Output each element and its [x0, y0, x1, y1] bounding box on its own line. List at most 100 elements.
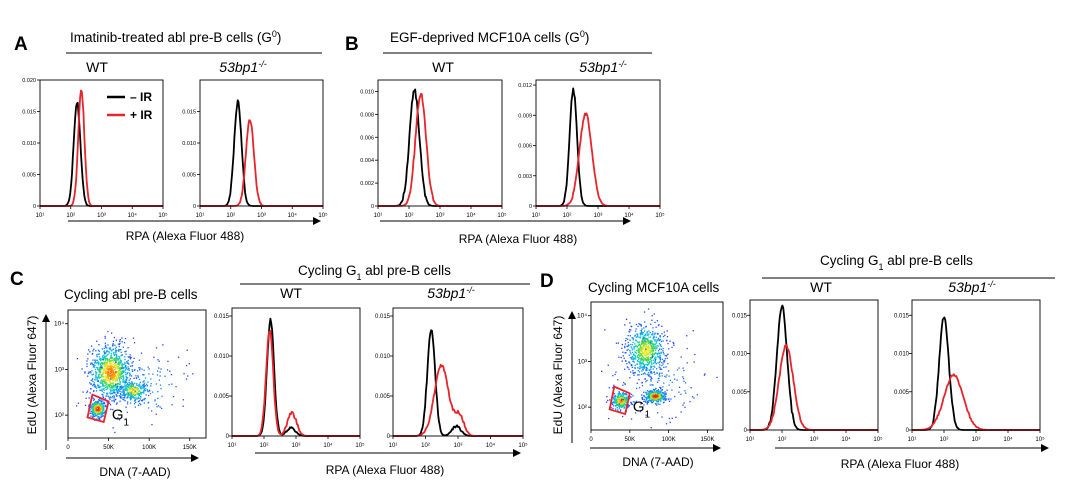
scatter-point [632, 395, 634, 397]
legend-label-minus-ir: – IR [130, 90, 152, 104]
scatter-point [653, 362, 655, 364]
scatter-point [103, 369, 105, 372]
scatter-point [659, 361, 661, 363]
scatter-point [137, 404, 140, 406]
scatter-point [640, 346, 642, 348]
scatter-point [621, 397, 623, 399]
scatter-point [91, 412, 93, 414]
scatter-point [644, 334, 647, 336]
scatter-point [126, 397, 128, 399]
scatter-point [614, 373, 616, 376]
scatter-point [112, 343, 114, 345]
scatter-point [638, 344, 640, 347]
scatter-point [112, 345, 114, 347]
scatter-point [631, 344, 634, 346]
scatter-point [99, 412, 101, 414]
scatter-point [662, 395, 664, 397]
scatter-point [666, 357, 668, 359]
scatter-point [642, 336, 644, 338]
scatter-point [639, 336, 642, 338]
scatter-point [658, 352, 660, 354]
scatter-point [109, 347, 112, 349]
scatter-point [657, 393, 659, 395]
scatter-point [658, 396, 661, 398]
scatter-point [652, 368, 654, 370]
scatter-point [645, 350, 647, 353]
scatter-point [651, 342, 653, 344]
scatter-point [615, 399, 617, 402]
scatter-point [644, 378, 646, 380]
scatter-point [625, 401, 628, 403]
scatter-point [103, 408, 105, 410]
scatter-point [656, 404, 658, 406]
scatter-point [651, 395, 653, 397]
scatter-point [96, 412, 99, 414]
scatter-point [646, 396, 648, 398]
scatter-point [109, 374, 111, 376]
scatter-point [99, 381, 101, 383]
scatter-point [139, 383, 141, 385]
scatter-point [121, 337, 123, 339]
scatter-point [135, 388, 138, 390]
scatter-point [102, 362, 105, 364]
scatter-point [124, 363, 126, 365]
y-tick-label: 0.015 [732, 313, 748, 319]
scatter-point [653, 365, 655, 367]
scatter-point [666, 336, 669, 338]
scatter-point [131, 392, 134, 395]
scatter-point [647, 372, 650, 374]
scatter-point [127, 395, 129, 398]
scatter-point [627, 341, 629, 344]
scatter-point [658, 339, 660, 341]
scatter-point [131, 387, 133, 389]
scatter-point [120, 395, 122, 398]
y-tick-label: 0.010 [22, 141, 36, 147]
scatter-point [103, 380, 105, 382]
scatter-point [96, 359, 98, 361]
scatter-point [94, 407, 96, 409]
scatter-point [125, 393, 127, 395]
scatter-point [633, 353, 635, 355]
scatter-point [642, 347, 644, 349]
scatter-point [145, 394, 147, 396]
scatter-point [621, 403, 623, 405]
scatter-point [643, 311, 646, 313]
scatter-point [115, 388, 118, 391]
scatter-point [91, 406, 93, 408]
scatter-point [629, 357, 632, 359]
scatter-point [144, 382, 146, 384]
y-tick-label: 0.015 [894, 313, 910, 319]
scatter-point [103, 362, 105, 364]
scatter-point [655, 393, 657, 395]
scatter-point [118, 387, 121, 389]
scatter-point [131, 365, 134, 367]
scatter-point [128, 356, 130, 358]
scatter-point [648, 395, 650, 397]
scatter-point [94, 362, 96, 364]
scatter-point [118, 367, 120, 370]
scatter-point [82, 391, 84, 393]
x-tick-label: 10⁴ [624, 212, 634, 219]
scatter-point [674, 378, 676, 380]
scatter-point [654, 359, 656, 361]
scatter-point [647, 396, 649, 399]
scatter-point [124, 351, 126, 353]
scatter-point [647, 375, 650, 377]
scatter-point [640, 324, 642, 326]
scatter-point [105, 364, 107, 366]
scatter-point [107, 385, 110, 387]
scatter-point [612, 403, 614, 406]
y-tick-label: 0.006 [518, 144, 532, 150]
scatter-point [91, 410, 93, 412]
scatter-point [658, 342, 661, 345]
scatter-point [116, 357, 118, 359]
scatter-point [103, 365, 105, 367]
scatter-point [99, 405, 101, 407]
scatter-point [124, 369, 127, 371]
scatter-point [114, 348, 116, 350]
x-tick-label: 10³ [594, 213, 603, 219]
scatter-point [668, 417, 671, 420]
scatter-point [113, 374, 115, 376]
scatter-point [159, 371, 161, 373]
